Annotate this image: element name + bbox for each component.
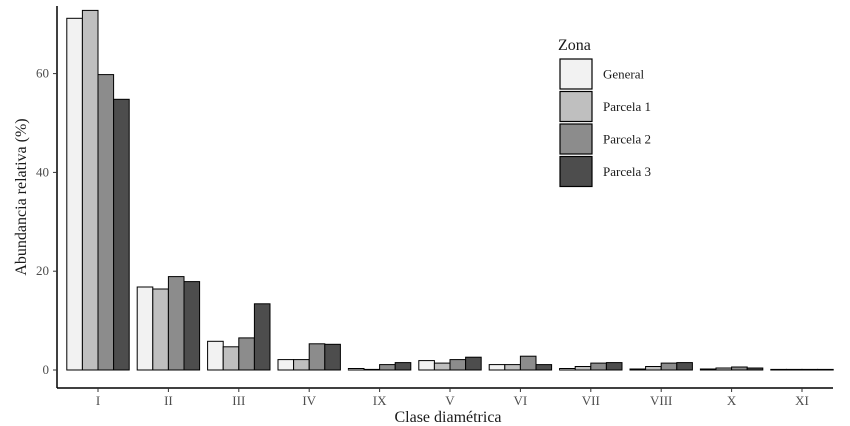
x-tick-label: VII (582, 393, 600, 408)
x-tick-label: III (232, 393, 245, 408)
bar-parcela-1-VII (574, 366, 592, 371)
bar-parcela-1-IV (293, 359, 310, 371)
bar-parcela-2-VI (519, 355, 537, 371)
bar-general-VI (488, 364, 506, 371)
bar-general-VIII (629, 368, 647, 371)
bar-parcela-2-X (731, 366, 748, 371)
bar-parcela-1-III (222, 346, 240, 371)
bar-parcela-3-I (113, 98, 130, 371)
bar-parcela-2-IX (379, 364, 396, 371)
bar-parcela-3-VIII (676, 362, 693, 371)
bar-parcela-3-V (465, 356, 482, 371)
x-tick-label: II (164, 393, 173, 408)
bar-parcela-2-I (97, 74, 115, 371)
bar-parcela-1-II (152, 288, 169, 371)
x-axis-title: Clase diamétrica (394, 409, 501, 426)
bar-parcela-2-IV (308, 343, 326, 371)
axes-layer (56, 6, 833, 389)
legend-key-general (559, 58, 593, 90)
bar-parcela-2-II (167, 276, 185, 371)
bar-parcela-1-X (715, 367, 733, 371)
bar-parcela-2-XI (801, 368, 819, 371)
bar-parcela-3-X (746, 367, 764, 371)
bar-general-IX (347, 368, 365, 371)
bar-general-XI (770, 368, 787, 371)
bar-general-V (418, 360, 435, 371)
x-tick-label: XI (795, 393, 809, 408)
bar-general-VII (559, 368, 576, 371)
legend-key-parcela-2 (559, 123, 593, 155)
bar-parcela-2-V (449, 359, 467, 371)
bar-parcela-3-IX (394, 362, 412, 371)
bar-parcela-1-VI (504, 364, 521, 371)
legend: Zona General Parcela 1 Parcela 2 Parcela 3 (558, 37, 651, 188)
bar-parcela-3-III (253, 303, 271, 371)
x-tick-label: IV (302, 393, 316, 408)
legend-key-parcela-3 (559, 155, 593, 188)
legend-label-parcela-2: Parcela 2 (603, 132, 651, 147)
bar-general-III (207, 340, 224, 371)
x-tick-label: I (96, 393, 100, 408)
bar-parcela-3-VII (605, 362, 623, 371)
y-tick-label: 60 (36, 66, 49, 81)
bar-parcela-1-XI (785, 368, 803, 371)
y-tick-label: 20 (36, 263, 49, 278)
bar-parcela-2-VIII (660, 362, 678, 371)
bar-parcela-1-IX (363, 368, 381, 371)
y-tick-label: 40 (36, 164, 49, 179)
legend-key-parcela-1 (559, 90, 593, 123)
bar-parcela-3-IV (324, 343, 341, 371)
bar-parcela-3-XI (817, 368, 834, 371)
bars-layer (66, 9, 834, 371)
bar-parcela-1-I (81, 9, 99, 371)
bar-general-I (66, 17, 83, 371)
x-tick-label: V (445, 393, 455, 408)
bar-general-II (136, 286, 154, 371)
x-tick-label: VIII (650, 393, 672, 408)
bar-parcela-3-II (183, 281, 201, 371)
y-tick-label: 0 (43, 362, 50, 377)
bar-parcela-3-VI (535, 364, 553, 371)
bar-parcela-1-V (433, 362, 451, 371)
x-tick-label: IX (373, 393, 387, 408)
legend-label-parcela-1: Parcela 1 (603, 99, 651, 114)
legend-label-parcela-3: Parcela 3 (603, 164, 651, 179)
bar-general-X (699, 368, 717, 371)
bar-parcela-2-VII (590, 362, 607, 371)
y-axis-title: Abundancia relativa (%) (13, 118, 30, 275)
legend-label-general: General (603, 67, 645, 82)
bar-parcela-2-III (238, 337, 255, 371)
x-tick-label: X (727, 393, 737, 408)
legend-title: Zona (558, 37, 591, 54)
x-tick-label: VI (514, 393, 528, 408)
bar-general-IV (277, 359, 295, 371)
bar-parcela-1-VIII (645, 366, 662, 371)
